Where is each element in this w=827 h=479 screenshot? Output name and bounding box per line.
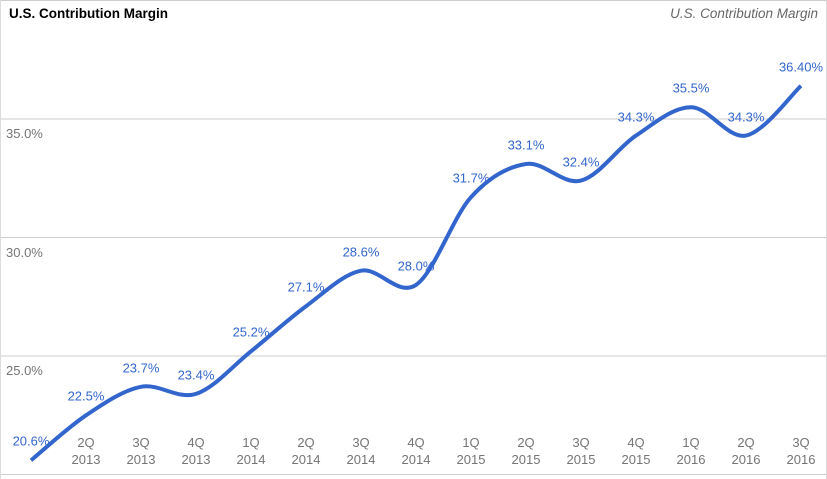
y-axis-label: 35.0%: [6, 126, 43, 141]
data-point-label: 36.40%: [778, 59, 824, 75]
data-point-label: 34.3%: [617, 109, 655, 125]
y-axis-label: 25.0%: [6, 363, 43, 378]
x-axis-label: 1Q 2015: [456, 435, 486, 467]
x-axis-label: 1Q 2016: [676, 435, 706, 467]
x-axis-label: 4Q 2013: [181, 435, 211, 467]
data-point-label: 23.4%: [177, 367, 215, 383]
x-axis-label: 2Q 2014: [291, 435, 321, 467]
data-point-label: 27.1%: [287, 279, 325, 295]
data-point-label: 28.0%: [397, 258, 435, 274]
x-axis-label: 4Q 2014: [401, 435, 431, 467]
x-axis-label: 3Q 2013: [126, 435, 156, 467]
data-point-label: 22.5%: [67, 388, 105, 404]
x-axis-label: 3Q 2015: [566, 435, 596, 467]
data-point-label: 31.7%: [452, 170, 490, 186]
x-axis-label: 3Q 2014: [346, 435, 376, 467]
data-point-label: 34.3%: [727, 109, 765, 125]
x-axis-label: 3Q 2016: [786, 435, 816, 467]
x-axis-label: 4Q 2015: [621, 435, 651, 467]
x-axis-label: 1Q 2014: [236, 435, 266, 467]
data-point-label: 23.7%: [122, 360, 160, 376]
data-point-label: 20.6%: [12, 433, 50, 449]
data-point-label: 32.4%: [562, 154, 600, 170]
data-point-label: 33.1%: [507, 137, 545, 153]
data-point-label: 25.2%: [232, 324, 270, 340]
x-axis-label: 2Q 2016: [731, 435, 761, 467]
series-legend-label: U.S. Contribution Margin: [670, 6, 818, 21]
y-axis-label: 30.0%: [6, 244, 43, 260]
data-point-label: 28.6%: [342, 244, 380, 260]
x-axis-label: 2Q 2015: [511, 435, 541, 467]
chart-title: U.S. Contribution Margin: [9, 6, 168, 21]
x-axis-label: 2Q 2013: [71, 435, 101, 467]
data-point-label: 35.5%: [672, 80, 710, 96]
series-line: [29, 84, 803, 462]
